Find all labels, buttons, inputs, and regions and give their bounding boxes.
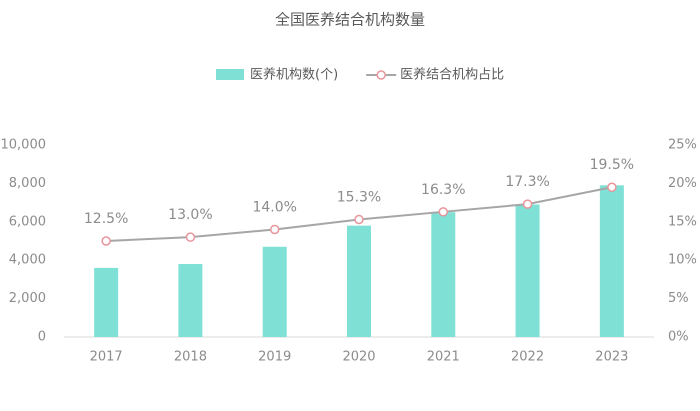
bar bbox=[178, 264, 203, 337]
legend-label: 医养机构数(个) bbox=[250, 67, 338, 83]
y2-tick-label: 15% bbox=[668, 214, 697, 229]
bar bbox=[515, 204, 540, 337]
data-label: 15.3% bbox=[337, 189, 381, 205]
legend-swatch bbox=[216, 69, 244, 80]
data-label: 19.5% bbox=[590, 157, 634, 173]
data-label: 14.0% bbox=[252, 199, 296, 215]
chart-title: 全国医养结合机构数量 bbox=[275, 11, 425, 29]
y2-tick-label: 5% bbox=[668, 291, 689, 306]
bar bbox=[599, 185, 624, 337]
x-tick-label: 2021 bbox=[427, 350, 460, 365]
y-tick-label: 2,000 bbox=[9, 291, 46, 306]
y-tick-label: 0 bbox=[38, 330, 46, 345]
bar bbox=[262, 246, 287, 337]
bar bbox=[431, 212, 456, 337]
x-tick-label: 2019 bbox=[258, 350, 291, 365]
y-tick-label: 10,000 bbox=[1, 138, 47, 153]
legend-label: 医养结合机构占比 bbox=[400, 67, 504, 83]
x-tick-label: 2023 bbox=[595, 350, 628, 365]
y2-tick-label: 10% bbox=[668, 253, 697, 268]
marker bbox=[185, 232, 196, 242]
marker bbox=[438, 207, 449, 217]
marker bbox=[607, 182, 617, 192]
y-tick-label: 4,000 bbox=[9, 253, 46, 268]
y2-tick-label: 20% bbox=[668, 176, 697, 191]
x-tick-label: 2020 bbox=[342, 350, 375, 365]
marker bbox=[269, 224, 280, 235]
x-tick-label: 2018 bbox=[174, 350, 207, 365]
x-tick-label: 2022 bbox=[511, 350, 544, 365]
marker bbox=[522, 199, 533, 209]
legend-swatch bbox=[376, 70, 386, 80]
marker bbox=[354, 214, 364, 225]
y-tick-label: 6,000 bbox=[9, 214, 46, 229]
data-label: 12.5% bbox=[84, 211, 128, 227]
data-label: 16.3% bbox=[421, 182, 465, 198]
bar bbox=[347, 225, 371, 337]
data-label: 17.3% bbox=[505, 174, 549, 190]
marker bbox=[101, 236, 111, 246]
y-tick-label: 8,000 bbox=[9, 176, 46, 191]
x-tick-label: 2017 bbox=[90, 350, 123, 365]
y2-tick-label: 0% bbox=[668, 330, 689, 345]
bar bbox=[94, 267, 119, 337]
data-label: 13.0% bbox=[168, 207, 212, 223]
y2-tick-label: 25% bbox=[668, 138, 697, 153]
